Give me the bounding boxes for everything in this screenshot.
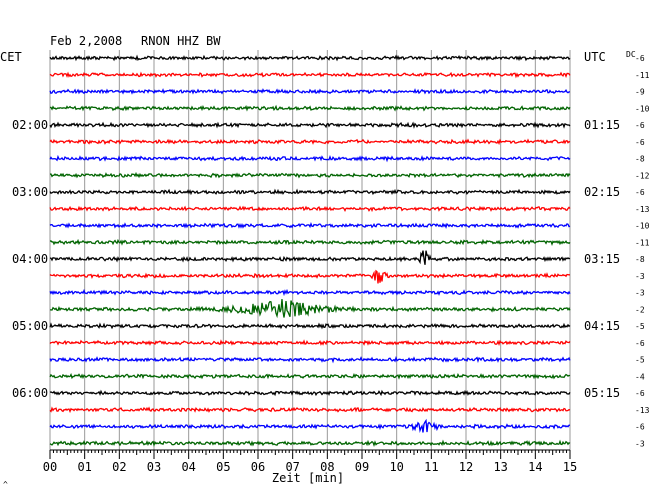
trace-17 (49, 339, 571, 347)
right-time-label-3: 04:15 (584, 319, 620, 333)
dc-offset-labels: -6 -11 -9 -10 -6 -6 -8 -12 -6 -13 -10 -11 -8 -3 -3 -2 -5… (635, 54, 650, 448)
left-time-label-3: 05:00 (12, 319, 48, 333)
x-tick-label-5: 05 (216, 460, 230, 474)
trace-2 (49, 88, 571, 95)
dc-offset-20: -6 (635, 389, 645, 398)
dc-offset-12: -8 (635, 255, 645, 264)
trace-0 (49, 54, 571, 62)
dc-offset-0: -6 (635, 54, 645, 63)
dc-offset-19: -4 (635, 372, 645, 381)
dc-offset-9: -13 (635, 205, 650, 214)
trace-14 (49, 288, 571, 297)
dc-offset-10: -10 (635, 222, 650, 231)
station-label: RNON HHZ BW (141, 34, 221, 48)
x-tick-label-8: 08 (320, 460, 334, 474)
dc-offset-23: -3 (635, 439, 645, 448)
trace-23 (49, 439, 571, 447)
dc-label: DC (626, 50, 636, 59)
dc-offset-2: -9 (635, 88, 645, 97)
trace-11 (49, 238, 571, 246)
x-tick-label-0: 00 (43, 460, 57, 474)
dc-offset-3: -10 (635, 104, 650, 113)
x-tick-label-4: 04 (181, 460, 195, 474)
x-tick-label-15: 15 (563, 460, 577, 474)
trace-9 (49, 205, 571, 213)
dc-offset-11: -11 (635, 238, 650, 247)
trace-20 (49, 389, 571, 397)
trace-22 (49, 418, 571, 434)
trace-19 (49, 372, 571, 380)
x-axis: 00 01 02 03 04 05 06 07 08 09 10 11 12 13 14 15 (43, 449, 577, 474)
left-timezone-label: CET (0, 50, 22, 64)
x-tick-label-3: 03 (147, 460, 161, 474)
x-tick-label-11: 11 (424, 460, 438, 474)
left-time-label-2: 04:00 (12, 252, 48, 266)
left-time-label-0: 02:00 (12, 118, 48, 132)
x-tick-label-1: 01 (77, 460, 91, 474)
dc-offset-18: -5 (635, 356, 645, 365)
dc-offset-6: -8 (635, 155, 645, 164)
x-tick-label-9: 09 (355, 460, 369, 474)
grid (49, 50, 571, 450)
trace-12 (49, 250, 571, 265)
trace-10 (49, 221, 571, 229)
trace-7 (49, 171, 571, 179)
right-time-label-0: 01:15 (584, 118, 620, 132)
right-time-label-1: 02:15 (584, 185, 620, 199)
x-tick-label-7: 07 (285, 460, 299, 474)
dc-offset-7: -12 (635, 171, 650, 180)
x-tick-label-6: 06 (251, 460, 265, 474)
trace-3 (49, 104, 571, 112)
trace-6 (49, 154, 571, 163)
dc-offset-5: -6 (635, 138, 645, 147)
trace-5 (49, 138, 571, 146)
left-time-labels: 02:00 03:00 04:00 05:00 06:00 (12, 118, 48, 400)
left-time-label-1: 03:00 (12, 185, 48, 199)
trace-8 (49, 188, 571, 196)
dc-offset-21: -13 (635, 406, 650, 415)
right-time-label-4: 05:15 (584, 386, 620, 400)
trace-18 (49, 355, 571, 364)
trace-1 (49, 71, 571, 79)
right-time-label-2: 03:15 (584, 252, 620, 266)
x-tick-label-12: 12 (459, 460, 473, 474)
x-tick-label-14: 14 (528, 460, 542, 474)
dc-offset-16: -5 (635, 322, 645, 331)
dc-offset-1: -11 (635, 71, 650, 80)
dc-offset-17: -6 (635, 339, 645, 348)
corner-mark: ^ (3, 480, 8, 489)
x-tick-label-2: 02 (112, 460, 126, 474)
trace-16 (49, 322, 571, 330)
x-tick-label-10: 10 (389, 460, 403, 474)
right-timezone-label: UTC (584, 50, 606, 64)
dc-offset-4: -6 (635, 121, 645, 130)
right-time-labels: 01:15 02:15 03:15 04:15 05:15 (584, 118, 620, 400)
dc-offset-15: -2 (635, 305, 645, 314)
left-time-label-4: 06:00 (12, 386, 48, 400)
trace-13 (49, 269, 571, 284)
trace-4 (49, 121, 571, 129)
x-axis-label: Zeit [min] (272, 471, 344, 485)
trace-21 (49, 406, 571, 414)
dc-offset-8: -6 (635, 188, 645, 197)
date-label: Feb 2,2008 (50, 34, 122, 48)
dc-offset-14: -3 (635, 289, 645, 298)
trace-15 (49, 299, 571, 319)
dc-offset-22: -6 (635, 423, 645, 432)
traces (49, 54, 571, 447)
dc-offset-13: -3 (635, 272, 645, 281)
x-tick-label-13: 13 (493, 460, 507, 474)
